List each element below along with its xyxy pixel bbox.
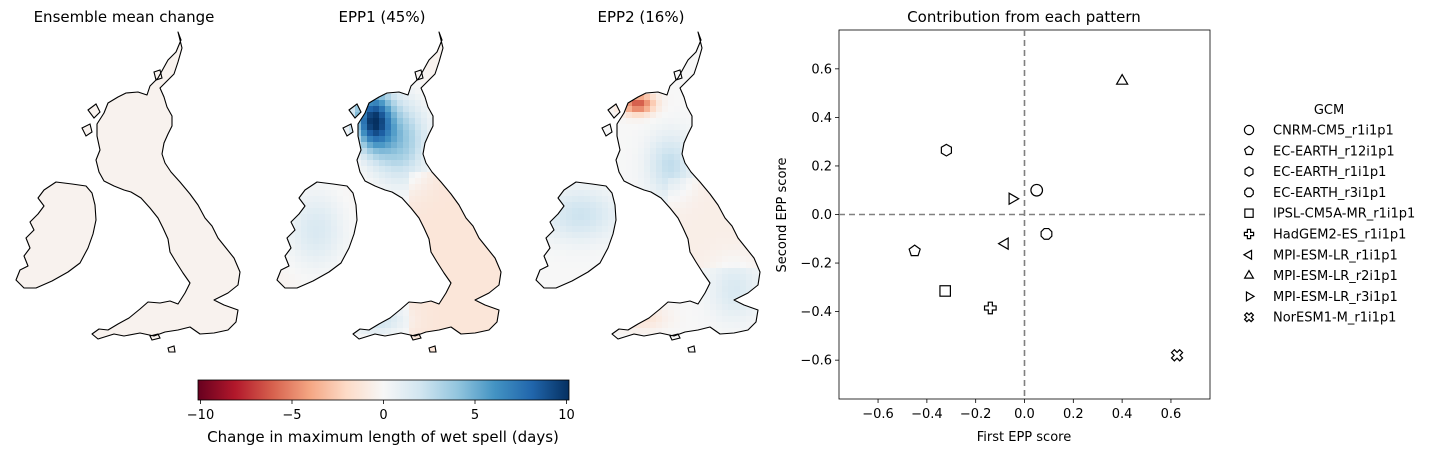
island-coastline [673,69,683,81]
colorbar-label: Change in maximum length of wet spell (d… [207,428,559,446]
data-point-triangle-left [997,237,1009,251]
colorbar: −10 −5 0 5 10 Change in maximum length of we… [187,379,575,446]
legend-entry-label: EC-EARTH_r1i1p1 [1273,165,1386,180]
island-coastline [87,103,101,119]
legend-entry-label: IPSL-CM5A-MR_r1i1p1 [1273,207,1415,222]
ireland-coastline [535,181,617,289]
island-coastline [153,69,163,81]
data-point-x-filled [1170,348,1184,362]
great-britain-coastline [352,31,502,340]
legend-marker-triangle-up [1243,269,1255,279]
map-title-epp1: EPP1 (45%) [339,8,426,26]
x-tick-label: 0.6 [1161,407,1182,422]
map-colour-field [536,32,760,352]
legend-marker-triangle-right [1245,290,1256,302]
data-point-triangle-right [1008,192,1020,206]
legend-marker-octagon [1244,187,1254,198]
colorbar-tick-label: −10 [187,408,214,423]
y-tick-label: −0.4 [800,305,832,320]
legend-entry-label: HadGEM2-ES_r1i1p1 [1273,228,1406,243]
great-britain-coastline [611,31,761,340]
island-coastline [167,345,176,353]
map-panel-ensemble-mean: Ensemble mean change [15,8,241,353]
island-coastline [687,345,696,353]
scatter-plot: Contribution from each pattern −0.6 −0.4 −… [775,8,1211,445]
map-colour-field [16,32,240,352]
colorbar-tick-label: 10 [558,408,575,423]
data-point-hexagon [940,143,953,157]
legend-entry-label: EC-EARTH_r12i1p1 [1273,144,1395,159]
legend-marker-circle [1243,124,1255,136]
island-coastline [414,69,424,81]
x-axis-label: First EPP score [977,430,1071,445]
data-point-circle [1030,183,1044,197]
island-coastline [348,103,362,119]
data-point-octagon [1040,227,1053,240]
legend-marker-plus [1243,228,1255,240]
data-point-plus [983,301,997,315]
map-panel-epp1: EPP1 (45%) [276,8,502,353]
map-colour-field [277,32,501,352]
legend-marker-x-filled [1243,311,1255,323]
y-axis-label: Second EPP score [775,158,790,273]
y-tick-label: −0.2 [800,257,832,272]
data-point-pentagon [908,244,921,257]
island-coastline [607,103,621,119]
legend-entry-label: MPI-ESM-LR_r2i1p1 [1273,269,1398,284]
ireland-coastline [15,181,97,289]
y-tick-label: −0.6 [800,354,832,369]
legend-marker-hexagon [1244,166,1254,177]
legend-marker-pentagon [1243,145,1255,156]
island-coastline [410,333,422,341]
ireland-coastline [276,181,358,289]
colorbar-tick-label: −5 [282,408,301,423]
island-coastline [669,333,681,341]
data-point-square [939,285,951,297]
legend-entry-label: CNRM-CM5_r1i1p1 [1273,124,1394,139]
x-tick-label: −0.4 [911,407,943,422]
colorbar-tick-label: 0 [379,408,387,423]
colorbar-tick-label: 5 [471,408,479,423]
x-tick-label: 0.0 [1014,407,1035,422]
x-tick-label: −0.2 [960,407,992,422]
data-point-triangle-up [1115,73,1129,85]
scatter-title: Contribution from each pattern [907,8,1141,26]
legend-marker-square [1244,208,1254,218]
legend-marker-triangle-left [1242,249,1253,261]
great-britain-coastline [91,31,241,340]
colorbar-ramp [197,379,570,401]
y-tick-label: 0.2 [811,159,832,174]
y-tick-label: 0.6 [811,62,832,77]
y-tick-label: 0.0 [811,208,832,223]
legend-entry-label: MPI-ESM-LR_r1i1p1 [1273,248,1398,263]
map-title-ensemble-mean: Ensemble mean change [34,8,215,26]
island-coastline [342,123,354,137]
island-coastline [149,333,161,341]
y-tick-label: 0.4 [811,111,832,126]
island-coastline [601,123,613,137]
map-title-epp2: EPP2 (16%) [598,8,685,26]
legend-entry-label: EC-EARTH_r3i1p1 [1273,186,1386,201]
legend-entry-label: MPI-ESM-LR_r3i1p1 [1273,290,1398,305]
legend-entry-label: NorESM1-M_r1i1p1 [1273,311,1396,326]
x-tick-label: −0.6 [862,407,894,422]
map-panel-epp2: EPP2 (16%) [535,8,761,353]
legend: GCM CNRM-CM5_r1i1p1 EC-EARTH_r12i1p1 EC-EA… [1242,103,1415,326]
x-tick-label: 0.4 [1112,407,1133,422]
island-coastline [428,345,437,353]
legend-title: GCM [1314,103,1344,118]
x-tick-label: 0.2 [1063,407,1084,422]
island-coastline [81,123,93,137]
